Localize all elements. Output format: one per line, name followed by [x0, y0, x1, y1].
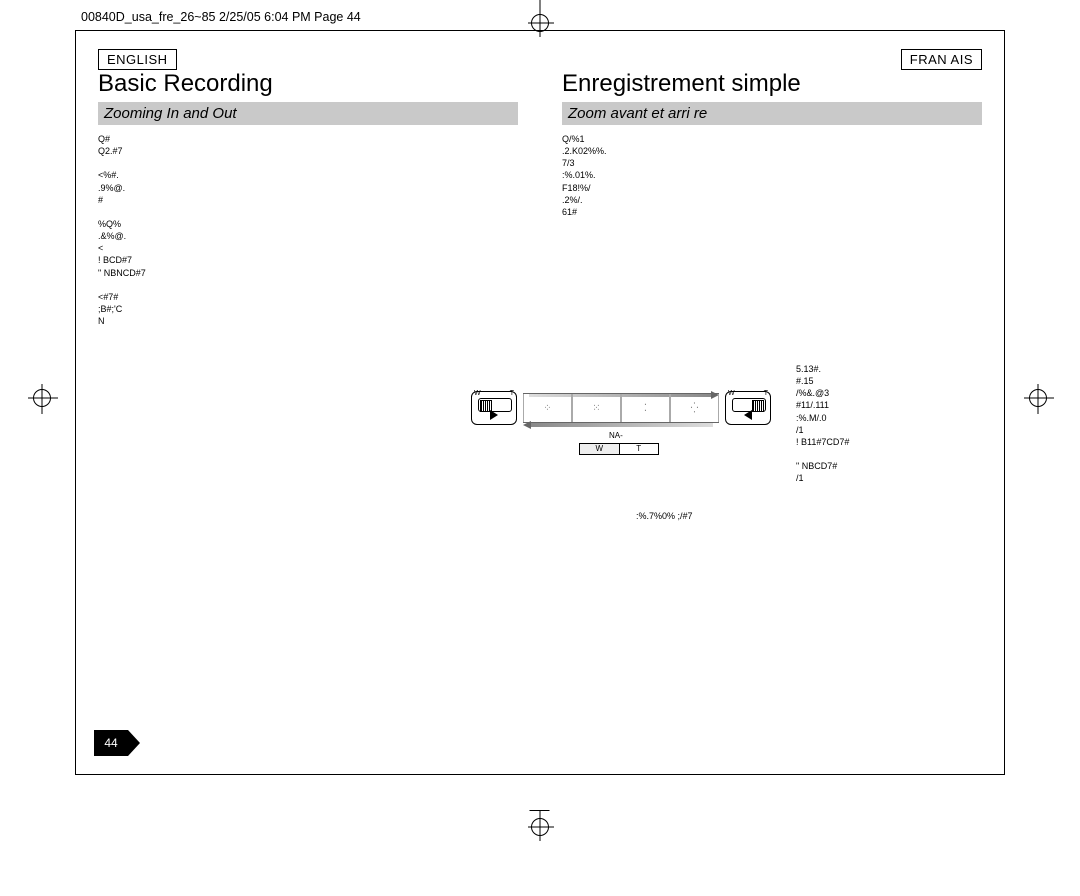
- arrow-right-icon: [490, 410, 498, 420]
- zoom-frame: ⁙: [572, 394, 621, 422]
- zoom-control-tele: W T: [725, 391, 771, 425]
- arrow-left-icon: [744, 410, 752, 420]
- page-number-badge: 44: [94, 730, 128, 756]
- crop-target-right: [1029, 389, 1047, 407]
- zoom-w-label: W: [474, 390, 481, 397]
- lang-tag-english: ENGLISH: [98, 49, 177, 70]
- zoom-frame: ⁚: [621, 394, 670, 422]
- title-french: Enregistrement simple: [562, 70, 982, 98]
- zoom-control-wide: W T: [471, 391, 517, 425]
- manual-page: 00840D_usa_fre_26~85 2/25/05 6:04 PM Pag…: [75, 8, 1005, 788]
- zoom-t-label: T: [764, 390, 768, 397]
- zoom-frames-strip: ⁘ ⁙ ⁚ ⁛: [523, 393, 719, 423]
- subtitle-french: Zoom avant et arri re: [562, 102, 982, 125]
- zoom-out-arrow: [523, 421, 719, 426]
- bottom-note: :%.7%0% ;/#7: [636, 511, 693, 521]
- zoom-frame: ⁛: [670, 394, 719, 422]
- page-frame: ENGLISH Basic Recording Zooming In and O…: [75, 30, 1005, 775]
- na-label: NA-: [609, 431, 623, 440]
- wt-w: W: [580, 444, 620, 454]
- zoom-t-label: T: [510, 390, 514, 397]
- subtitle-english: Zooming In and Out: [98, 102, 518, 125]
- zoom-w-label: W: [728, 390, 735, 397]
- crop-target-left: [33, 389, 51, 407]
- print-header: 00840D_usa_fre_26~85 2/25/05 6:04 PM Pag…: [75, 8, 1005, 30]
- wt-indicator: W T: [579, 443, 659, 455]
- body-english: Q# Q2.#7 <%#. .9%@. # %Q% .&%@. < ! BCD#…: [98, 133, 518, 327]
- title-english: Basic Recording: [98, 70, 518, 98]
- notes-french: 5.13#. #.15 /%&.@3 #11/.111 :%.M/.0 /1 !…: [796, 363, 849, 484]
- body-french: Q/%1 .2.K02%%. 7/3 :%.01%. F18!%/ .2%/. …: [562, 133, 982, 218]
- zoom-diagram: W T ⁘ ⁙ ⁚ ⁛ W T NA- W T: [471, 391, 771, 471]
- wt-t: T: [620, 444, 659, 454]
- zoom-frame: ⁘: [523, 394, 572, 422]
- lang-tag-french: FRAN AIS: [901, 49, 982, 70]
